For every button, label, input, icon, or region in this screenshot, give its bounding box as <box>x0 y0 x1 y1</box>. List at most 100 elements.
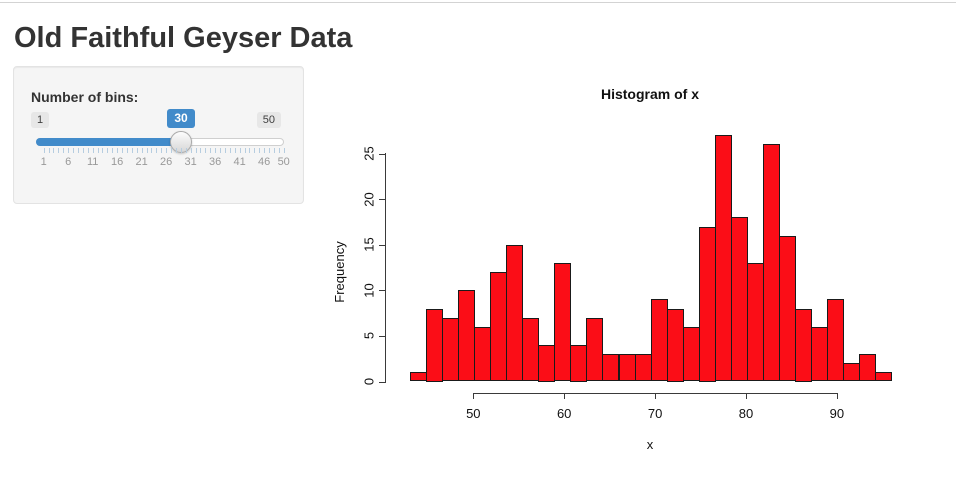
y-axis-tick-label: 20 <box>361 191 377 207</box>
y-axis-label: Frequency <box>332 241 347 303</box>
slider-grid-tick <box>112 148 114 153</box>
slider-grid-tick <box>205 148 207 153</box>
slider-grid-tick <box>185 148 187 153</box>
y-axis-tick-label: 0 <box>361 377 377 386</box>
x-axis-tick-label: 80 <box>738 406 754 421</box>
slider-grid-tick <box>269 148 270 153</box>
histogram-bar <box>473 326 491 382</box>
x-axis-label: x <box>646 437 654 452</box>
page-title: Old Faithful Geyser Data <box>14 22 353 54</box>
slider-min-badge: 1 <box>31 112 50 128</box>
slider-grid-tick <box>249 148 251 153</box>
slider-grid-tick <box>92 148 94 153</box>
slider-grid-tick <box>224 148 226 153</box>
y-axis-tick-label: 15 <box>361 237 377 252</box>
slider-grid-tick <box>68 148 70 153</box>
slider-grid-tick <box>161 148 163 153</box>
slider-grid-tick <box>122 148 124 153</box>
slider-grid-tick <box>48 148 50 153</box>
slider-grid-tick <box>131 148 133 153</box>
y-axis-tick <box>379 244 386 246</box>
histogram-bar <box>602 354 620 382</box>
slider-grid-tick <box>73 148 75 153</box>
x-axis-tick-label: 90 <box>829 406 845 421</box>
y-axis-tick-label: 25 <box>361 146 377 161</box>
slider-grid-tick <box>53 148 55 153</box>
slider-grid-tick <box>146 148 148 153</box>
histogram-bar <box>538 345 556 382</box>
slider-grid-tick <box>234 148 236 153</box>
y-axis-tick <box>379 153 386 155</box>
slider-grid-label: 6 <box>65 156 72 168</box>
y-axis-tick <box>379 335 386 337</box>
slider-track[interactable] <box>36 138 284 146</box>
slider-grid-label: 36 <box>209 156 222 168</box>
histogram-bar <box>441 317 459 382</box>
slider-grid-tick <box>210 148 212 153</box>
slider-grid-tick <box>200 148 202 153</box>
slider-grid-tick <box>220 148 222 153</box>
histogram-bar <box>779 235 797 382</box>
slider-grid-label: 11 <box>86 156 99 168</box>
top-border-line <box>0 2 956 3</box>
slider-grid-tick <box>77 148 79 153</box>
histogram-bar <box>650 299 668 382</box>
plot-title: Histogram of x <box>600 86 699 102</box>
histogram-bar <box>425 308 443 382</box>
slider-grid-tick <box>117 148 119 153</box>
histogram-bar <box>506 244 524 382</box>
slider-grid-tick <box>166 148 168 153</box>
histogram-bar <box>746 262 764 382</box>
histogram-bar <box>522 317 540 382</box>
y-axis-tick-label: 5 <box>361 332 377 340</box>
x-axis-tick-label: 70 <box>647 406 663 421</box>
slider-grid-tick <box>215 148 217 153</box>
slider-grid-label: 50 <box>277 156 290 168</box>
y-axis-tick <box>379 381 386 383</box>
histogram-bar <box>730 217 748 382</box>
histogram-bar <box>457 290 475 382</box>
slider-grid-tick <box>283 148 285 153</box>
x-axis-tick <box>564 393 566 399</box>
x-axis-tick <box>836 393 838 399</box>
slider-max-badge: 50 <box>256 112 281 128</box>
x-axis-tick <box>473 393 475 399</box>
y-axis-tick <box>379 290 386 292</box>
slider-grid-tick <box>195 148 197 153</box>
histogram-bar <box>714 135 732 382</box>
slider-grid-label: 1 <box>40 156 47 168</box>
slider-grid-tick <box>102 148 104 153</box>
histogram-bar <box>875 372 893 382</box>
slider-value-badge: 30 <box>167 109 195 128</box>
histogram-bar <box>698 226 716 382</box>
histogram-bar <box>795 308 813 382</box>
slider-grid-tick <box>229 148 231 153</box>
slider-grid-tick <box>273 148 275 153</box>
slider-grid-tick <box>156 148 158 153</box>
histogram-bar <box>843 363 861 382</box>
slider-grid-tick <box>259 148 261 153</box>
slider-grid-tick <box>278 148 280 153</box>
histogram-bar <box>666 308 684 382</box>
bins-control-panel: Number of bins: 1 30 50 1 6 11 16 21 26 31 36 41… <box>13 66 304 204</box>
slider-grid-tick <box>43 148 45 153</box>
slider-grid-tick <box>136 148 138 153</box>
histogram-bar <box>570 345 588 382</box>
histogram-bar <box>618 354 636 382</box>
slider-grid-label: 26 <box>160 156 173 168</box>
histogram-bar <box>409 372 427 382</box>
slider-grid-tick <box>82 148 84 153</box>
slider-grid-tick <box>97 148 99 153</box>
slider-grid-label: 46 <box>257 156 271 168</box>
slider-label: Number of bins: <box>31 89 139 105</box>
histogram-bar <box>586 317 604 382</box>
histogram-bar <box>763 144 781 382</box>
slider-grid-label: 31 <box>184 156 197 168</box>
histogram-bar <box>682 326 700 382</box>
histogram-bar <box>490 272 508 382</box>
x-axis-tick-label: 60 <box>556 406 572 421</box>
slider-grid-tick <box>87 148 89 153</box>
histogram-bar <box>634 354 652 382</box>
slider-grid-tick <box>171 148 173 153</box>
